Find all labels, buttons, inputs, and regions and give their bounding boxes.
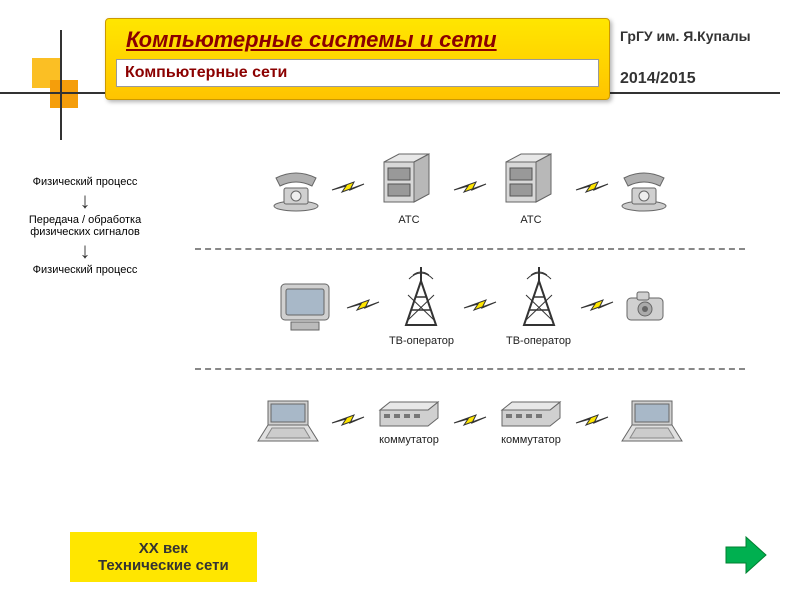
bolt-icon <box>330 409 366 433</box>
vertical-line <box>60 30 62 140</box>
switch-icon: коммутатор <box>374 396 444 446</box>
laptop-icon <box>254 395 322 447</box>
next-arrow-icon[interactable] <box>722 533 770 582</box>
org-text: ГрГУ им. Я.Купалы <box>620 28 751 44</box>
sub-title: Компьютерные сети <box>116 59 599 87</box>
atc-label: АТС <box>398 214 419 226</box>
server-atc: АТС <box>374 150 444 226</box>
footer-box: XX век Технические сети <box>70 532 257 582</box>
main-title: Компьютерные системы и сети <box>126 27 599 53</box>
server-atc: АТС <box>496 150 566 226</box>
bolt-icon <box>574 176 610 200</box>
arrow-down-icon: ↓ <box>10 194 160 208</box>
laptop-icon <box>618 395 686 447</box>
switch-icon: коммутатор <box>496 396 566 446</box>
footer-line2: Технические сети <box>98 557 229 574</box>
row-data: коммутатор коммутатор <box>170 395 770 447</box>
bolt-icon <box>462 294 498 318</box>
row-tv: ТВ-оператор ТВ-оператор <box>170 265 770 347</box>
bolt-icon <box>345 294 381 318</box>
switch-label: коммутатор <box>379 434 439 446</box>
phone-icon <box>618 164 670 212</box>
title-block: Компьютерные системы и сети Компьютерные… <box>105 18 610 100</box>
bolt-icon <box>330 176 366 200</box>
tower-label: ТВ-оператор <box>506 335 571 347</box>
switch-label: коммутатор <box>501 434 561 446</box>
bolt-icon <box>452 409 488 433</box>
side-label-top: Физический процесс <box>10 176 160 188</box>
divider-2 <box>195 368 745 370</box>
bolt-icon <box>452 176 488 200</box>
side-label-bot: Физический процесс <box>10 264 160 276</box>
year-text: 2014/2015 <box>620 70 696 88</box>
tower-icon: ТВ-оператор <box>506 265 571 347</box>
side-label-mid: Передача / обработка физических сигналов <box>10 214 160 238</box>
tower-icon: ТВ-оператор <box>389 265 454 347</box>
tv-icon <box>273 276 337 336</box>
bolt-icon <box>579 294 615 318</box>
divider-1 <box>195 248 745 250</box>
arrow-down-icon: ↓ <box>10 244 160 258</box>
atc-label: АТС <box>520 214 541 226</box>
phone-icon <box>270 164 322 212</box>
side-column: Физический процесс ↓ Передача / обработк… <box>10 170 160 282</box>
camera-icon <box>623 288 667 324</box>
row-telephony: АТС АТС <box>170 150 770 226</box>
header-area: Компьютерные системы и сети Компьютерные… <box>0 10 800 120</box>
bolt-icon <box>574 409 610 433</box>
tower-label: ТВ-оператор <box>389 335 454 347</box>
footer-line1: XX век <box>98 540 229 557</box>
diagram-area: Физический процесс ↓ Передача / обработк… <box>0 140 800 500</box>
accent-square-2 <box>50 80 78 108</box>
